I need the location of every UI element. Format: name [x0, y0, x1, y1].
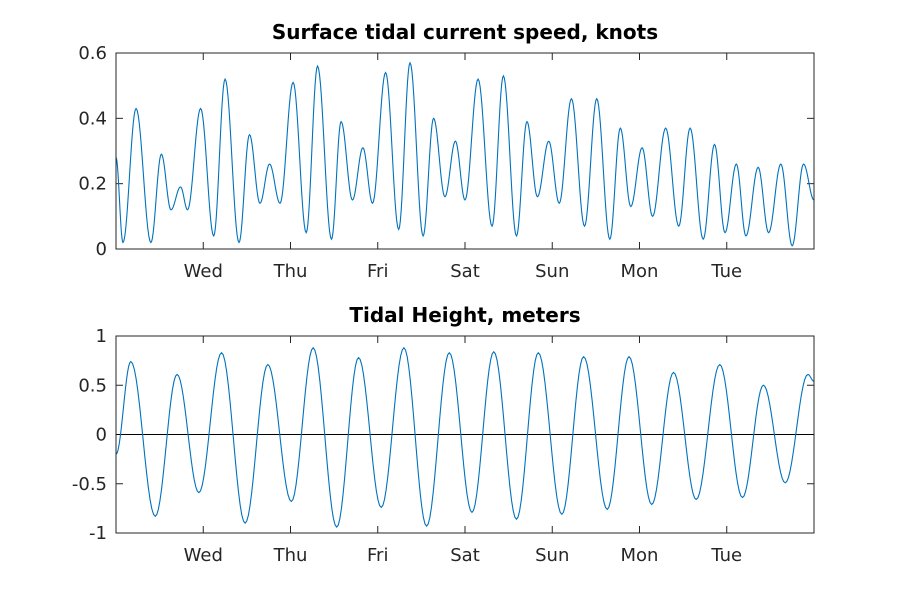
x-tick-label: Wed	[184, 261, 223, 282]
series-line	[115, 346, 815, 529]
y-tick-label: 0	[96, 425, 107, 446]
y-tick-label: -1	[89, 523, 107, 544]
x-tick-label: Mon	[621, 545, 659, 566]
tidal-height-chart: Tidal Height, meters -1 -0.5 0 0.5 1 Wed Thu F…	[72, 303, 815, 566]
y-tick-label: 0	[96, 239, 107, 260]
y-tick-label: 1	[96, 326, 107, 347]
x-tick-label: Sun	[535, 545, 569, 566]
current-speed-chart: Surface tidal current speed, knots 00.20…	[78, 20, 815, 282]
y-axis-ticks: 0 0.2 0.4 0.6	[78, 43, 814, 260]
axes-box	[115, 335, 815, 534]
x-axis-ticks: Wed Thu Fri Sat Sun Mon Tue	[184, 336, 742, 566]
x-tick-label: Thu	[273, 545, 308, 566]
y-tick-label: 0.2	[78, 174, 107, 195]
y-tick-label: 0.5	[78, 375, 107, 396]
series-line	[115, 61, 815, 247]
x-tick-label: Sun	[535, 261, 569, 282]
y-tick-label: 0.6	[78, 43, 107, 64]
chart-title: Surface tidal current speed, knots	[272, 20, 658, 44]
axes-box	[115, 52, 815, 250]
series-lines	[115, 61, 815, 247]
x-tick-label: Fri	[367, 545, 388, 566]
y-tick-label: -0.5	[72, 474, 107, 495]
y-tick-label: 0.4	[78, 108, 107, 129]
x-tick-label: Wed	[184, 545, 223, 566]
chart-title: Tidal Height, meters	[349, 303, 580, 327]
series-lines	[115, 346, 815, 529]
x-tick-label: Sat	[450, 545, 480, 566]
x-tick-label: Mon	[621, 261, 659, 282]
x-tick-label: Fri	[367, 261, 388, 282]
y-axis-ticks: -1 -0.5 0 0.5 1	[72, 326, 814, 544]
x-tick-label: Sat	[450, 261, 480, 282]
x-axis-ticks: Wed Thu Fri Sat Sun Mon Tue	[184, 53, 742, 282]
x-tick-label: Thu	[273, 261, 308, 282]
x-tick-label: Tue	[710, 261, 742, 282]
x-tick-label: Tue	[710, 545, 742, 566]
plot-area	[116, 53, 814, 249]
